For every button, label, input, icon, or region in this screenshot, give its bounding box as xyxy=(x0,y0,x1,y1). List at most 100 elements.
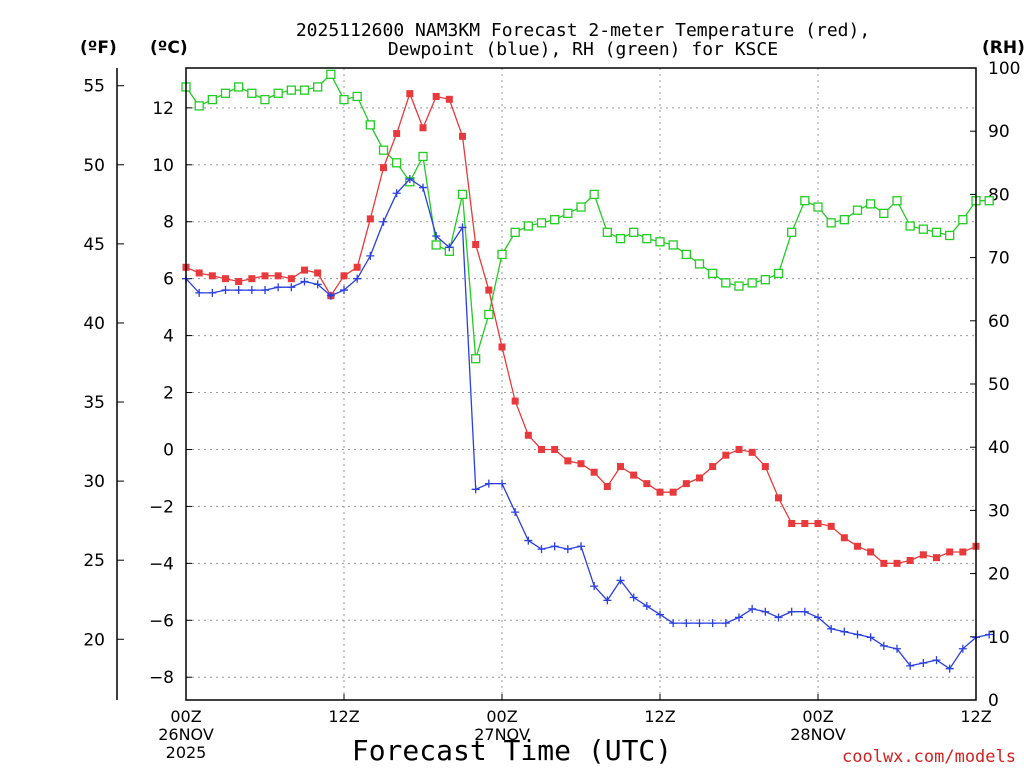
dewpoint-point xyxy=(853,630,862,639)
rh-point xyxy=(378,145,389,155)
dewpoint-point xyxy=(919,658,928,667)
dewpoint-point xyxy=(748,604,757,613)
dewpoint-point xyxy=(669,619,678,628)
rh-tick-label: 20 xyxy=(988,565,1010,585)
rh-point xyxy=(313,82,323,92)
dewpoint-point xyxy=(827,624,836,633)
dewpoint-point xyxy=(985,630,994,639)
dewpoint-point xyxy=(906,661,915,670)
dewpoint-point xyxy=(629,593,638,602)
rh-point xyxy=(642,233,652,244)
dewpoint-point xyxy=(642,602,651,611)
temperature-point xyxy=(643,480,651,488)
rh-point xyxy=(747,278,757,288)
dewpoint-point xyxy=(735,613,743,622)
chart-title-line-2: Dewpoint (blue), RH (green) for KSCE xyxy=(388,39,778,60)
temperature-point xyxy=(893,559,901,567)
fahrenheit-tick-label: 20 xyxy=(83,630,105,650)
temperature-point xyxy=(472,241,480,249)
rh-point xyxy=(194,101,204,111)
fahrenheit-tick-label: 55 xyxy=(83,77,105,97)
dewpoint-point xyxy=(471,485,480,494)
temperature-point xyxy=(590,468,598,476)
temperature-point xyxy=(498,343,506,351)
temperature-point xyxy=(195,269,203,277)
rh-point xyxy=(484,309,494,320)
rh-point xyxy=(879,208,889,219)
temperature-point xyxy=(301,266,308,274)
dewpoint-point xyxy=(537,545,546,554)
dewpoint-point xyxy=(800,607,809,616)
rh-tick-label: 90 xyxy=(988,122,1010,142)
dewpoint-point xyxy=(945,664,954,673)
rh-tick-label: 0 xyxy=(988,691,999,711)
dewpoint-point xyxy=(840,627,849,636)
rh-point xyxy=(523,221,533,231)
temperature-point xyxy=(274,272,282,280)
rh-point xyxy=(852,205,863,215)
rh-point xyxy=(800,196,810,206)
time-tick-label: 27NOV xyxy=(474,725,530,744)
dewpoint-point xyxy=(761,607,770,616)
fahrenheit-tick-label: 50 xyxy=(83,156,105,176)
dewpoint-point xyxy=(419,183,427,192)
celsius-tick-label: 0 xyxy=(163,440,174,460)
dewpoint-point xyxy=(366,251,375,260)
temperature-point xyxy=(419,124,427,132)
celsius-axis: 12 10 8 6 4 2 0 −2 −4 −6 −8 xyxy=(149,99,192,688)
celsius-tick-label: −8 xyxy=(149,668,174,688)
temperature-point xyxy=(340,272,348,280)
rh-point xyxy=(234,82,244,92)
temperature-point xyxy=(380,164,387,172)
rh-tick-label: 70 xyxy=(988,249,1010,269)
temperature-point xyxy=(880,559,888,567)
temperature-point xyxy=(287,275,295,283)
temperature-point xyxy=(748,448,756,456)
rh-point xyxy=(655,237,665,247)
temperature-point xyxy=(524,431,532,439)
credit-text: coolwx.com/models xyxy=(842,747,1016,767)
temperature-point xyxy=(617,463,624,471)
temperature-point xyxy=(366,215,374,223)
rh-point xyxy=(945,230,955,241)
temperature-point xyxy=(709,463,717,471)
rh-point xyxy=(826,218,836,228)
rh-point xyxy=(563,208,573,219)
time-tick-label: 12Z xyxy=(644,707,675,726)
temperature-point xyxy=(538,445,545,453)
temperature-point xyxy=(248,275,256,283)
rh-point xyxy=(694,259,705,269)
temperature-series xyxy=(182,90,980,567)
celsius-tick-label: −6 xyxy=(149,611,174,631)
rh-point xyxy=(615,233,626,244)
dewpoint-point xyxy=(379,217,388,226)
rh-point xyxy=(576,202,586,212)
dewpoint-point xyxy=(221,286,230,295)
rh-point xyxy=(339,94,349,105)
rh-point xyxy=(260,94,270,105)
time-tick-label: 12Z xyxy=(960,707,991,726)
dewpoint-point xyxy=(682,619,691,628)
dewpoint-point xyxy=(195,288,204,297)
temperature-point xyxy=(682,480,690,488)
temperature-point xyxy=(656,488,664,496)
temperature-point xyxy=(235,278,243,286)
temperature-point xyxy=(261,272,269,280)
rh-tick-label: 60 xyxy=(988,312,1010,332)
rh-point xyxy=(220,88,231,98)
rh-tick-label: 30 xyxy=(988,501,1010,521)
dewpoint-point xyxy=(563,545,572,554)
rh-unit-label: (RH) xyxy=(982,38,1024,58)
temperature-point xyxy=(459,132,466,140)
celsius-tick-label: 2 xyxy=(163,384,174,404)
celsius-tick-label: 8 xyxy=(163,213,174,233)
fahrenheit-axis: 55 50 45 40 35 30 25 20 xyxy=(83,77,124,650)
dewpoint-point xyxy=(590,582,599,591)
temperature-point xyxy=(801,519,809,527)
temperature-point xyxy=(854,542,861,550)
dewpoint-point xyxy=(326,291,335,300)
fahrenheit-tick-label: 25 xyxy=(83,551,105,571)
dewpoint-point xyxy=(511,508,520,517)
